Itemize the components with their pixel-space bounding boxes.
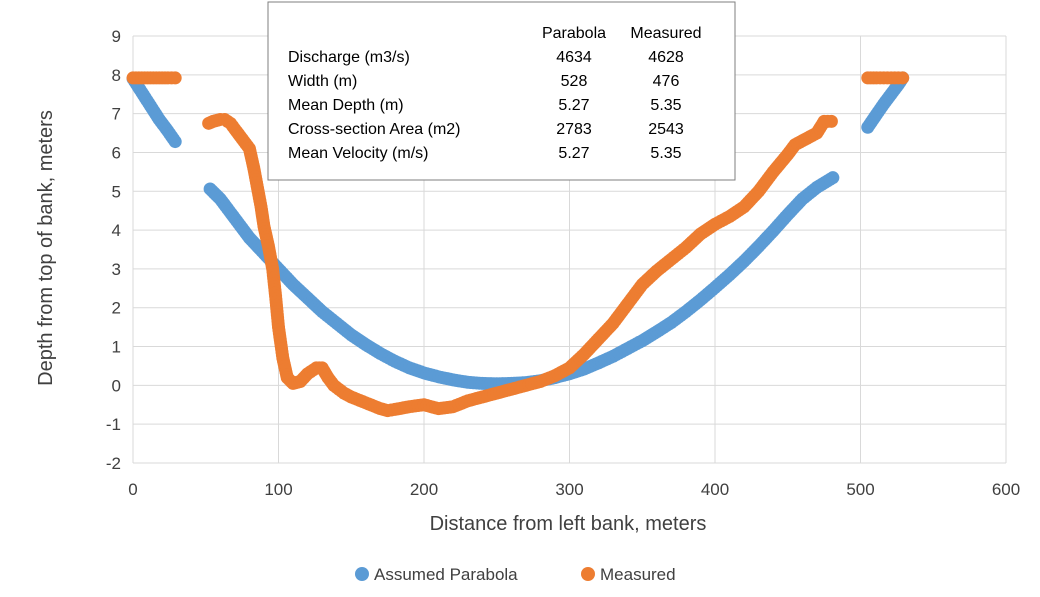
table-cell: Mean Velocity (m/s) [288, 145, 428, 162]
legend-label-measured: Measured [600, 565, 676, 584]
x-tick-label: 100 [264, 480, 292, 499]
table-cell: 528 [561, 73, 588, 90]
table-cell: Discharge (m3/s) [288, 49, 410, 66]
x-tick-label: 300 [555, 480, 583, 499]
x-tick-label: 600 [992, 480, 1020, 499]
y-tick-labels: -2 -1 0 1 2 3 4 5 6 7 8 9 [106, 27, 121, 473]
table-cell: 2543 [648, 121, 684, 138]
legend-marker-parabola [355, 567, 369, 581]
x-tick-label: 500 [846, 480, 874, 499]
data-point [826, 171, 840, 185]
legend-label-parabola: Assumed Parabola [374, 565, 518, 584]
table-header: Measured [630, 25, 701, 42]
y-tick-label: 6 [112, 143, 121, 162]
table-cell: 5.27 [558, 145, 589, 162]
y-tick-label: 9 [112, 27, 121, 46]
y-axis-title: Depth from top of bank, meters [35, 110, 57, 386]
y-tick-label: 0 [112, 376, 121, 395]
x-tick-label: 0 [128, 480, 137, 499]
table-cell: 4628 [648, 49, 684, 66]
data-point [168, 135, 182, 149]
y-tick-label: 3 [112, 260, 121, 279]
data-series [126, 71, 910, 418]
table-cell: 2783 [556, 121, 592, 138]
y-tick-label: 7 [112, 105, 121, 124]
y-tick-label: -2 [106, 454, 121, 473]
y-tick-label: 5 [112, 182, 121, 201]
table-box [267, 1, 736, 181]
series-measured [126, 71, 910, 418]
x-axis-title: Distance from left bank, meters [430, 513, 707, 535]
table-cell: Mean Depth (m) [288, 97, 404, 114]
data-point [168, 71, 182, 85]
table-cell: 4634 [556, 49, 592, 66]
y-tick-label: 8 [112, 66, 121, 85]
x-tick-labels: 0 100 200 300 400 500 600 [128, 480, 1020, 499]
table-cell: Cross-section Area (m2) [288, 121, 461, 138]
x-tick-label: 200 [410, 480, 438, 499]
legend: Assumed Parabola Measured [355, 565, 676, 584]
y-tick-label: -1 [106, 415, 121, 434]
table-cell: 5.35 [650, 97, 681, 114]
table-cell: Width (m) [288, 73, 357, 90]
data-point [896, 71, 910, 85]
x-tick-label: 400 [701, 480, 729, 499]
table-cell: 5.35 [650, 145, 681, 162]
data-point [824, 114, 838, 128]
table-cell: 5.27 [558, 97, 589, 114]
legend-marker-measured [581, 567, 595, 581]
y-tick-label: 1 [112, 338, 121, 357]
table-cell: 476 [653, 73, 680, 90]
y-tick-label: 2 [112, 299, 121, 318]
annotation-table: Parabola Measured Discharge (m3/s) 4634 4628… [267, 1, 736, 181]
table-header: Parabola [542, 25, 606, 42]
y-tick-label: 4 [112, 221, 121, 240]
